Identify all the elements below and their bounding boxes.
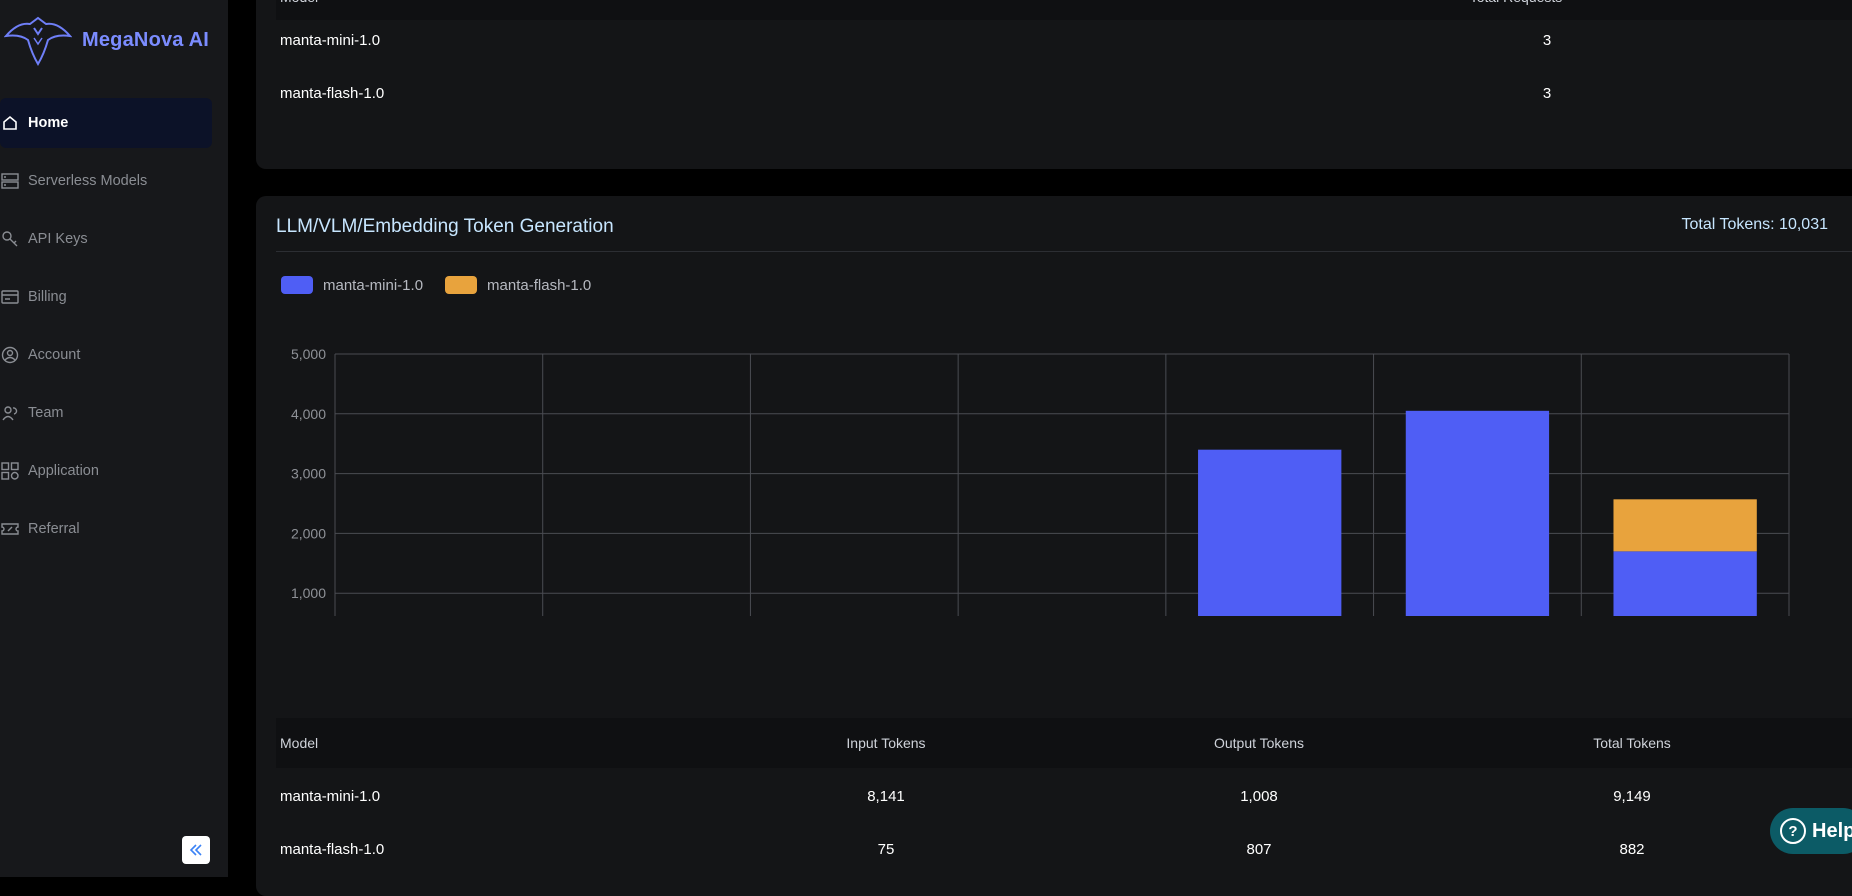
sidebar-item-label: Account (28, 347, 81, 363)
y-tick-label: 2,000 (291, 525, 326, 541)
brand-name: MegaNova AI (82, 28, 210, 51)
model-name: manta-flash-1.0 (280, 840, 385, 858)
question-icon: ? (1780, 818, 1806, 844)
input-tokens: 8,141 (867, 787, 905, 805)
total-tokens-cell: 9,149 (1613, 787, 1651, 805)
tokens-table-header: Model Input Tokens Output Tokens Total T… (276, 718, 1852, 768)
chart-legend: manta-mini-1.0 manta-flash-1.0 (281, 276, 613, 294)
sidebar-item-account[interactable]: Account (0, 330, 212, 380)
sidebar-nav: Home Serverless Models API Keys Billing … (0, 98, 228, 562)
application-icon (0, 461, 20, 481)
bar-manta-mini-1.0-oct-08 (1613, 551, 1757, 616)
sidebar-item-serverless-models[interactable]: Serverless Models (0, 156, 212, 206)
model-name: manta-flash-1.0 (280, 84, 385, 102)
legend-label: manta-mini-1.0 (323, 276, 424, 294)
header-total-requests: Total Requests (1416, 0, 1616, 12)
y-tick-label: 4,000 (291, 406, 326, 422)
y-tick-label: 1,000 (291, 585, 326, 601)
input-tokens: 75 (877, 840, 895, 858)
y-tick-label: 5,000 (291, 346, 326, 362)
total-tokens-cell: 882 (1619, 840, 1645, 858)
total-requests: 3 (1542, 84, 1552, 102)
sidebar: MegaNova AI Home Serverless Models API K… (0, 0, 228, 877)
sidebar-item-label: Application (28, 463, 99, 479)
bar-manta-mini-1.0-oct-06 (1198, 449, 1342, 616)
requests-card: Model Total Requests manta-mini-1.0 3 ma… (256, 0, 1852, 169)
collapse-sidebar-button[interactable] (182, 836, 210, 864)
card-title: LLM/VLM/Embedding Token Generation (276, 216, 614, 237)
sidebar-item-api-keys[interactable]: API Keys (0, 214, 212, 264)
sidebar-item-team[interactable]: Team (0, 388, 212, 438)
sidebar-item-label: Billing (28, 289, 67, 305)
token-generation-card: LLM/VLM/Embedding Token Generation Total… (256, 196, 1852, 896)
header-total-tokens: Total Tokens (1593, 735, 1671, 751)
total-tokens: Total Tokens: 10,031 (1681, 216, 1828, 233)
bar-manta-flash-1.0-oct-08 (1613, 499, 1757, 552)
header-output-tokens: Output Tokens (1213, 735, 1305, 751)
account-icon (0, 345, 20, 365)
model-name: manta-mini-1.0 (280, 787, 381, 805)
billing-icon (0, 287, 20, 307)
sidebar-item-label: API Keys (28, 231, 88, 247)
output-tokens: 807 (1246, 840, 1272, 858)
sidebar-item-label: Home (28, 115, 69, 131)
sidebar-item-application[interactable]: Application (0, 446, 212, 496)
table-row: manta-flash-1.0 75 807 882 (256, 823, 1852, 875)
team-icon (0, 403, 20, 423)
y-tick-label: 3,000 (291, 466, 326, 482)
bar-manta-mini-1.0-oct-07 (1405, 410, 1550, 616)
legend-item-manta-mini[interactable]: manta-mini-1.0 (281, 276, 423, 294)
table-row: manta-flash-1.0 3 (256, 67, 1852, 119)
legend-swatch (445, 276, 478, 294)
sidebar-item-billing[interactable]: Billing (0, 272, 212, 322)
legend-swatch (281, 276, 313, 294)
table-row: manta-mini-1.0 3 (256, 14, 1852, 66)
header-model: Model (280, 0, 318, 12)
key-icon (0, 229, 20, 249)
divider (276, 251, 1852, 252)
help-label: Help (1812, 819, 1852, 842)
sidebar-item-label: Referral (28, 521, 80, 537)
chevrons-left-icon (189, 844, 202, 856)
sidebar-item-label: Serverless Models (28, 173, 148, 189)
legend-label: manta-flash-1.0 (487, 276, 592, 294)
requests-table-header: Model Total Requests (276, 0, 1852, 20)
help-button[interactable]: ? Help (1770, 808, 1852, 854)
model-name: manta-mini-1.0 (280, 31, 381, 49)
output-tokens: 1,008 (1240, 787, 1278, 805)
brand[interactable]: MegaNova AI (4, 14, 209, 66)
table-row: manta-mini-1.0 8,141 1,008 9,149 (256, 770, 1852, 822)
header-model: Model (280, 735, 319, 751)
sidebar-item-referral[interactable]: Referral (0, 504, 212, 554)
total-requests: 3 (1542, 31, 1552, 49)
header-input-tokens: Input Tokens (846, 735, 926, 751)
referral-icon (0, 519, 20, 539)
server-icon (0, 171, 20, 191)
legend-item-manta-flash[interactable]: manta-flash-1.0 (445, 276, 591, 294)
sidebar-item-label: Team (28, 405, 64, 421)
manta-ray-logo-icon (4, 16, 72, 66)
home-icon (0, 113, 20, 133)
sidebar-item-home[interactable]: Home (0, 98, 212, 148)
